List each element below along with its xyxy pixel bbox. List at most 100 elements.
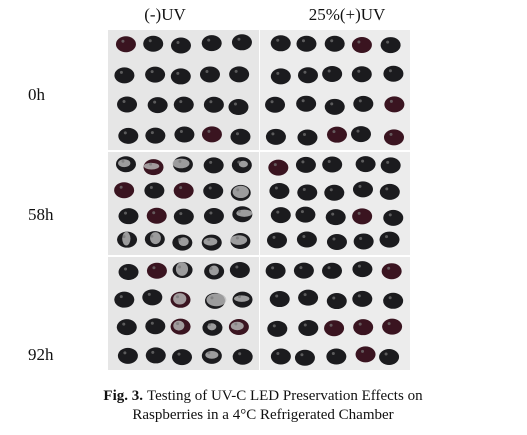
highlight xyxy=(276,71,280,75)
berry xyxy=(114,67,135,84)
mold xyxy=(230,321,244,331)
berry xyxy=(231,34,252,51)
berry xyxy=(270,68,291,85)
berry xyxy=(203,157,224,174)
highlight xyxy=(149,162,153,166)
highlight xyxy=(358,99,362,103)
berry xyxy=(295,206,316,223)
highlight xyxy=(331,212,335,216)
highlight xyxy=(389,132,393,136)
highlight xyxy=(178,265,182,269)
mold xyxy=(178,237,189,247)
mold xyxy=(203,237,218,246)
berry xyxy=(145,347,166,364)
highlight xyxy=(357,294,361,298)
berry xyxy=(326,233,347,250)
caption-text: Raspberries in a 4°C Refrigerated Chambe… xyxy=(132,407,393,423)
highlight xyxy=(330,39,334,43)
highlight xyxy=(119,295,123,299)
berry xyxy=(170,68,191,85)
highlight xyxy=(209,160,213,164)
highlight xyxy=(122,235,126,239)
mold xyxy=(238,160,248,168)
highlight xyxy=(386,40,390,44)
berry xyxy=(324,184,345,201)
highlight xyxy=(152,211,156,215)
berry xyxy=(352,181,373,198)
berry xyxy=(268,159,289,176)
berry xyxy=(352,290,373,307)
highlight xyxy=(176,295,180,299)
highlight xyxy=(300,353,304,357)
highlight xyxy=(357,211,361,215)
highlight xyxy=(237,160,241,164)
highlight xyxy=(237,209,241,213)
highlight xyxy=(303,70,307,74)
berry xyxy=(352,261,373,278)
berry xyxy=(199,66,220,83)
berry xyxy=(384,96,405,113)
mold xyxy=(234,295,250,302)
highlight xyxy=(207,129,211,133)
berry xyxy=(351,66,372,83)
highlight xyxy=(270,100,274,104)
berry xyxy=(297,67,318,84)
highlight xyxy=(358,322,362,326)
highlight xyxy=(150,234,154,238)
berry xyxy=(229,261,250,278)
berry xyxy=(353,319,374,336)
mold xyxy=(173,293,187,305)
row-label: 0h xyxy=(28,85,46,104)
mold xyxy=(206,293,227,307)
highlight xyxy=(234,322,238,326)
berry xyxy=(267,232,288,249)
highlight xyxy=(327,69,331,73)
berry xyxy=(173,208,194,225)
mold xyxy=(143,162,160,170)
berry xyxy=(146,207,167,224)
highlight xyxy=(121,159,125,163)
highlight xyxy=(303,323,307,327)
berry xyxy=(115,36,136,53)
berry xyxy=(173,96,194,113)
highlight xyxy=(388,296,392,300)
caption-text: Testing of UV-C LED Preservation Effects… xyxy=(147,388,423,404)
highlight xyxy=(356,129,360,133)
berry xyxy=(324,98,345,115)
berry xyxy=(228,99,249,116)
highlight xyxy=(385,187,389,191)
highlight xyxy=(300,210,304,214)
berry xyxy=(296,95,317,112)
berry xyxy=(295,156,316,173)
berry xyxy=(269,182,290,199)
highlight xyxy=(302,234,306,238)
highlight xyxy=(176,71,180,75)
berry xyxy=(203,182,224,199)
berry xyxy=(355,156,376,173)
highlight xyxy=(361,349,365,353)
highlight xyxy=(357,264,361,268)
berry xyxy=(293,262,314,279)
photo-grid xyxy=(108,30,410,370)
highlight xyxy=(357,40,361,44)
mold xyxy=(232,185,249,199)
highlight xyxy=(233,102,237,106)
highlight xyxy=(387,322,391,326)
highlight xyxy=(207,323,211,327)
berry xyxy=(296,231,317,248)
berry xyxy=(203,96,224,113)
highlight xyxy=(332,296,336,300)
highlight xyxy=(276,210,280,214)
berry xyxy=(230,128,251,145)
highlight xyxy=(178,159,182,163)
berry xyxy=(143,35,164,52)
highlight xyxy=(121,39,125,43)
highlight xyxy=(148,39,152,43)
berry xyxy=(352,208,373,225)
highlight xyxy=(119,70,123,74)
highlight xyxy=(179,186,183,190)
berry xyxy=(322,262,343,279)
highlight xyxy=(153,100,157,104)
mold xyxy=(175,262,189,276)
